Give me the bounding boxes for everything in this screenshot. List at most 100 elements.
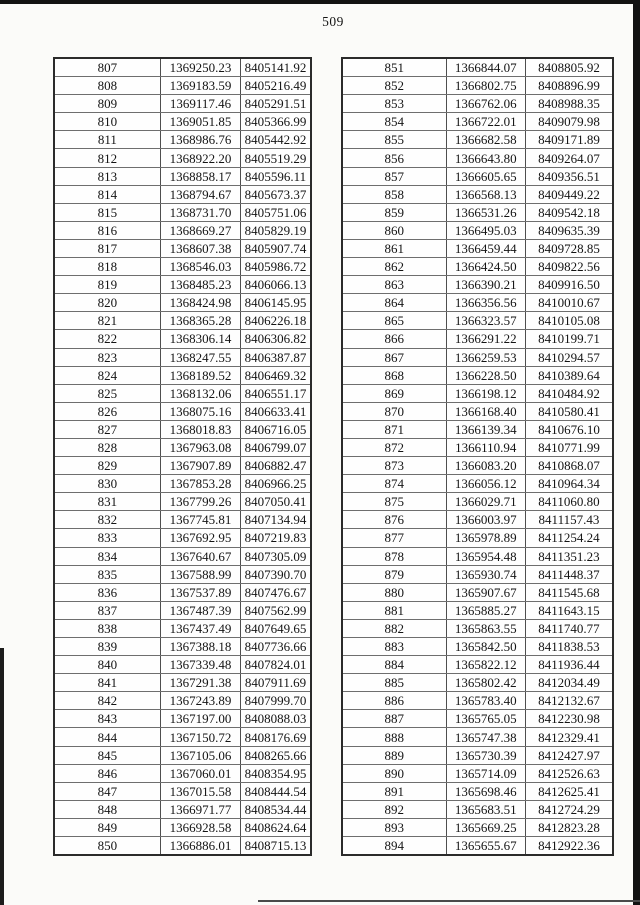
cell-coordinate-1: 1367339.48 <box>161 656 242 674</box>
cell-point-number: 814 <box>55 185 161 203</box>
cell-coordinate-2: 8410294.57 <box>538 349 600 365</box>
cell-coordinate-1: 1366003.97 <box>447 511 526 529</box>
table-row: 835 1367588.99 8407390.70 <box>55 565 310 584</box>
cell-coordinate-1: 1366531.26 <box>447 203 526 221</box>
cell-point-number: 871 <box>343 420 447 438</box>
table-row: 834 1367640.67 8407305.09 <box>55 547 310 566</box>
cell-coordinate-2: 8406799.07 <box>244 440 307 456</box>
cell-point-number: 874 <box>343 475 447 493</box>
table-row: 890 1365714.09 8412526.63 <box>343 764 612 783</box>
table-row: 869 1366198.12 8410484.92 <box>343 384 612 403</box>
cell-coordinate-1: 1366424.50 <box>447 258 526 276</box>
cell-point-number: 863 <box>343 276 447 294</box>
table-row: 893 1365669.25 8412823.28 <box>343 818 612 838</box>
cell-coordinate-2: 8409916.50 <box>538 277 600 293</box>
cell-point-number: 873 <box>343 457 447 475</box>
table-row: 865 1366323.57 8410105.08 <box>343 312 612 331</box>
table-row: 872 1366110.94 8410771.99 <box>343 438 612 458</box>
cell-coordinate-1: 1367243.89 <box>161 692 242 710</box>
cell-coordinate-2: 8412132.67 <box>538 693 600 709</box>
cell-point-number: 862 <box>343 258 447 276</box>
cell-point-number: 869 <box>343 384 447 402</box>
cell-point-number: 812 <box>55 149 161 167</box>
cell-point-number: 861 <box>343 239 447 258</box>
cell-point-number: 828 <box>55 438 161 457</box>
cell-coordinate-2: 8409449.22 <box>538 186 600 202</box>
table-row: 853 1366762.06 8408988.35 <box>343 95 612 114</box>
cell-coordinate-2: 8408176.69 <box>244 729 307 745</box>
table-row: 894 1365655.67 8412922.36 <box>343 837 612 855</box>
cell-coordinate-1: 1366056.12 <box>447 475 526 493</box>
cell-coordinate-1: 1366802.75 <box>447 77 526 95</box>
table-row: 850 1366886.01 8408715.13 <box>55 837 310 855</box>
cell-coordinate-2: 8405442.92 <box>244 132 307 148</box>
table-row: 863 1366390.21 8409916.50 <box>343 276 612 295</box>
table-row: 819 1368485.23 8406066.13 <box>55 276 310 295</box>
table-row: 846 1367060.01 8408354.95 <box>55 764 310 783</box>
cell-coordinate-1: 1366228.50 <box>447 366 526 384</box>
cell-coordinate-2: 8407050.41 <box>244 494 307 510</box>
cell-point-number: 839 <box>55 638 161 656</box>
cell-point-number: 883 <box>343 638 447 656</box>
cell-coordinate-2: 8412329.41 <box>538 729 600 745</box>
scan-edge-right <box>633 0 640 905</box>
cell-point-number: 852 <box>343 77 447 95</box>
table-row: 817 1368607.38 8405907.74 <box>55 239 310 259</box>
cell-coordinate-1: 1367963.08 <box>161 438 242 457</box>
cell-coordinate-2: 8405291.51 <box>244 96 307 112</box>
cell-coordinate-1: 1366291.22 <box>447 330 526 348</box>
table-row: 881 1365885.27 8411643.15 <box>343 601 612 620</box>
cell-coordinate-2: 8412034.49 <box>538 675 600 691</box>
cell-coordinate-2: 8406469.32 <box>244 367 307 383</box>
cell-coordinate-2: 8410484.92 <box>538 385 600 401</box>
cell-coordinate-1: 1368858.17 <box>161 167 242 185</box>
cell-point-number: 885 <box>343 674 447 692</box>
cell-coordinate-1: 1366083.20 <box>447 457 526 475</box>
cell-point-number: 809 <box>55 95 161 113</box>
cell-coordinate-2: 8405829.19 <box>244 222 307 238</box>
cell-point-number: 829 <box>55 457 161 475</box>
cell-point-number: 831 <box>55 493 161 511</box>
cell-coordinate-1: 1365765.05 <box>447 710 526 728</box>
cell-point-number: 868 <box>343 366 447 384</box>
cell-coordinate-1: 1367105.06 <box>161 746 242 764</box>
cell-point-number: 876 <box>343 511 447 529</box>
cell-coordinate-2: 8406551.17 <box>244 385 307 401</box>
table-row: 809 1369117.46 8405291.51 <box>55 95 310 114</box>
cell-coordinate-1: 1365802.42 <box>447 674 526 692</box>
cell-coordinate-2: 8406226.18 <box>244 313 307 329</box>
cell-coordinate-1: 1366323.57 <box>447 312 526 330</box>
table-row: 857 1366605.65 8409356.51 <box>343 167 612 186</box>
cell-coordinate-2: 8412625.41 <box>538 783 600 799</box>
cell-point-number: 865 <box>343 312 447 330</box>
table-row: 845 1367105.06 8408265.66 <box>55 746 310 765</box>
cell-coordinate-1: 1365714.09 <box>447 764 526 782</box>
cell-coordinate-2: 8405366.99 <box>244 114 307 130</box>
cell-point-number: 826 <box>55 402 161 420</box>
cell-point-number: 824 <box>55 366 161 384</box>
table-row: 870 1366168.40 8410580.41 <box>343 402 612 421</box>
cell-coordinate-1: 1367537.89 <box>161 583 242 601</box>
cell-coordinate-1: 1368189.52 <box>161 366 242 384</box>
cell-point-number: 833 <box>55 529 161 547</box>
cell-coordinate-2: 8407390.70 <box>244 566 307 582</box>
cell-point-number: 815 <box>55 203 161 221</box>
cell-coordinate-1: 1369051.85 <box>161 113 242 131</box>
cell-coordinate-1: 1366762.06 <box>447 95 526 113</box>
cell-coordinate-2: 8409356.51 <box>538 168 600 184</box>
cell-coordinate-2: 8411157.43 <box>538 512 600 528</box>
cell-point-number: 881 <box>343 601 447 619</box>
cell-coordinate-2: 8409728.85 <box>538 240 600 256</box>
cell-coordinate-2: 8410389.64 <box>538 367 600 383</box>
cell-coordinate-1: 1368247.55 <box>161 348 242 366</box>
cell-point-number: 888 <box>343 728 447 746</box>
cell-point-number: 847 <box>55 782 161 800</box>
cell-point-number: 837 <box>55 601 161 619</box>
cell-coordinate-1: 1367692.95 <box>161 529 242 547</box>
cell-coordinate-2: 8406882.47 <box>244 458 307 474</box>
table-row: 887 1365765.05 8412230.98 <box>343 710 612 729</box>
cell-coordinate-1: 1366495.03 <box>447 221 526 239</box>
cell-coordinate-1: 1366722.01 <box>447 113 526 131</box>
cell-coordinate-1: 1365783.40 <box>447 692 526 710</box>
